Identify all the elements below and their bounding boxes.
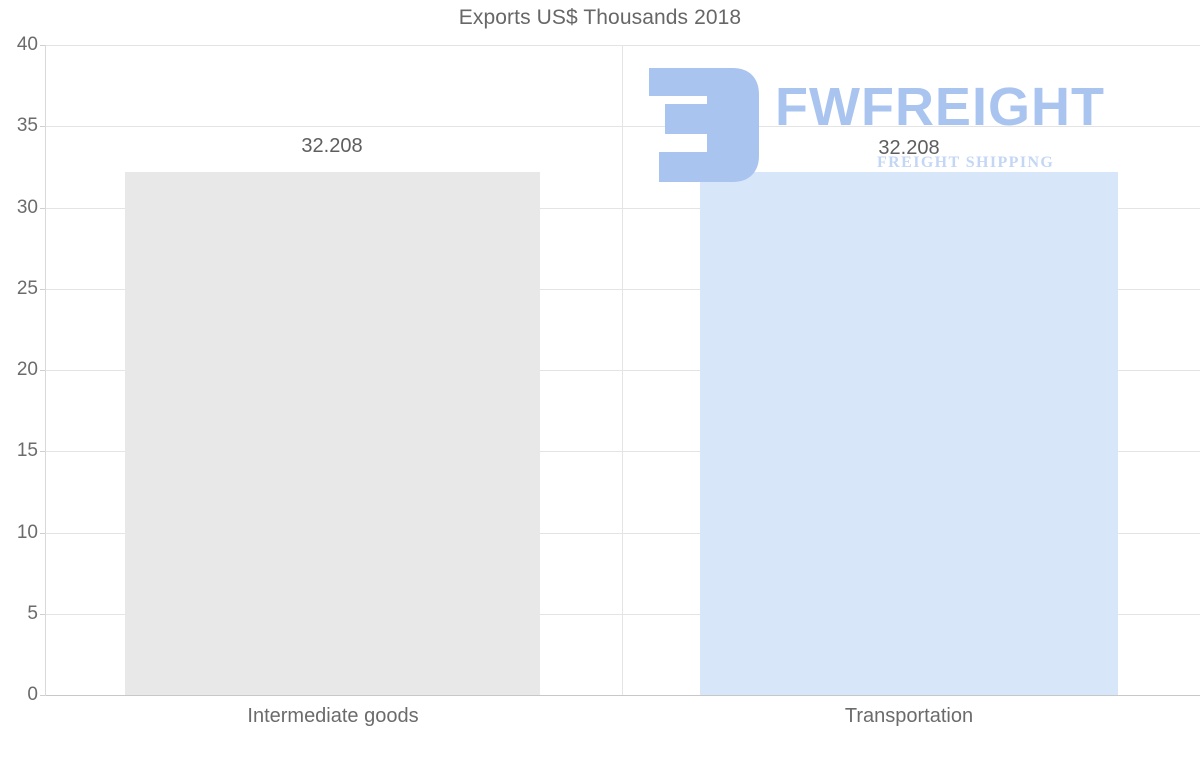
tick-mark [40,45,46,46]
y-axis-line [45,45,46,696]
tick-mark [40,126,46,128]
tick-mark [40,288,46,290]
chart-title: Exports US$ Thousands 2018 [458,6,742,29]
y-tick-label: 30 [16,196,38,218]
y-tick-label: 35 [16,115,38,137]
gridline-horizontal [46,613,1200,615]
gridline-horizontal [46,126,1200,128]
bar-intermediate-goods[interactable] [125,171,540,695]
bar-value-label-transportation: 32.208 [878,137,940,159]
bar-transportation[interactable] [700,171,1118,695]
gridline-horizontal [46,288,1200,290]
tick-mark [40,532,46,534]
y-tick-label: 40 [16,34,38,55]
gridline-horizontal [46,45,1200,46]
gridline-horizontal [46,532,1200,534]
y-tick-label: 0 [27,684,38,705]
y-tick-label: 25 [16,277,38,299]
gridline-horizontal [46,370,1200,371]
y-tick-label: 5 [27,602,38,624]
tick-mark [40,207,46,209]
tick-mark [40,613,46,615]
x-axis-line [46,695,1200,696]
gridline-vertical [622,45,623,695]
y-tick-label: 15 [16,440,38,462]
tick-mark [40,451,46,453]
gridline-horizontal [46,451,1200,453]
y-tick-label: 10 [16,521,38,543]
tick-mark [40,370,46,371]
gridline-horizontal [46,207,1200,209]
x-category-label-transportation: Transportation [844,705,974,727]
y-tick-label: 20 [16,359,38,380]
plot-area [46,45,1200,695]
x-category-label-intermediate-goods: Intermediate goods [247,705,419,727]
bar-value-label-intermediate-goods: 32.208 [301,135,363,157]
tick-mark [40,695,46,696]
